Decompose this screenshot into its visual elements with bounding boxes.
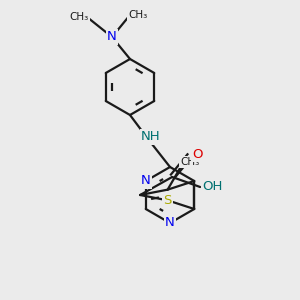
Text: OH: OH	[202, 181, 222, 194]
Text: CH₃: CH₃	[128, 10, 148, 20]
Text: S: S	[164, 194, 172, 207]
Text: O: O	[192, 148, 202, 160]
Text: N: N	[107, 31, 117, 44]
Text: CH₃: CH₃	[180, 158, 199, 167]
Text: CH₃: CH₃	[69, 12, 88, 22]
Text: NH: NH	[141, 130, 161, 143]
Text: N: N	[165, 217, 175, 230]
Text: N: N	[141, 175, 151, 188]
